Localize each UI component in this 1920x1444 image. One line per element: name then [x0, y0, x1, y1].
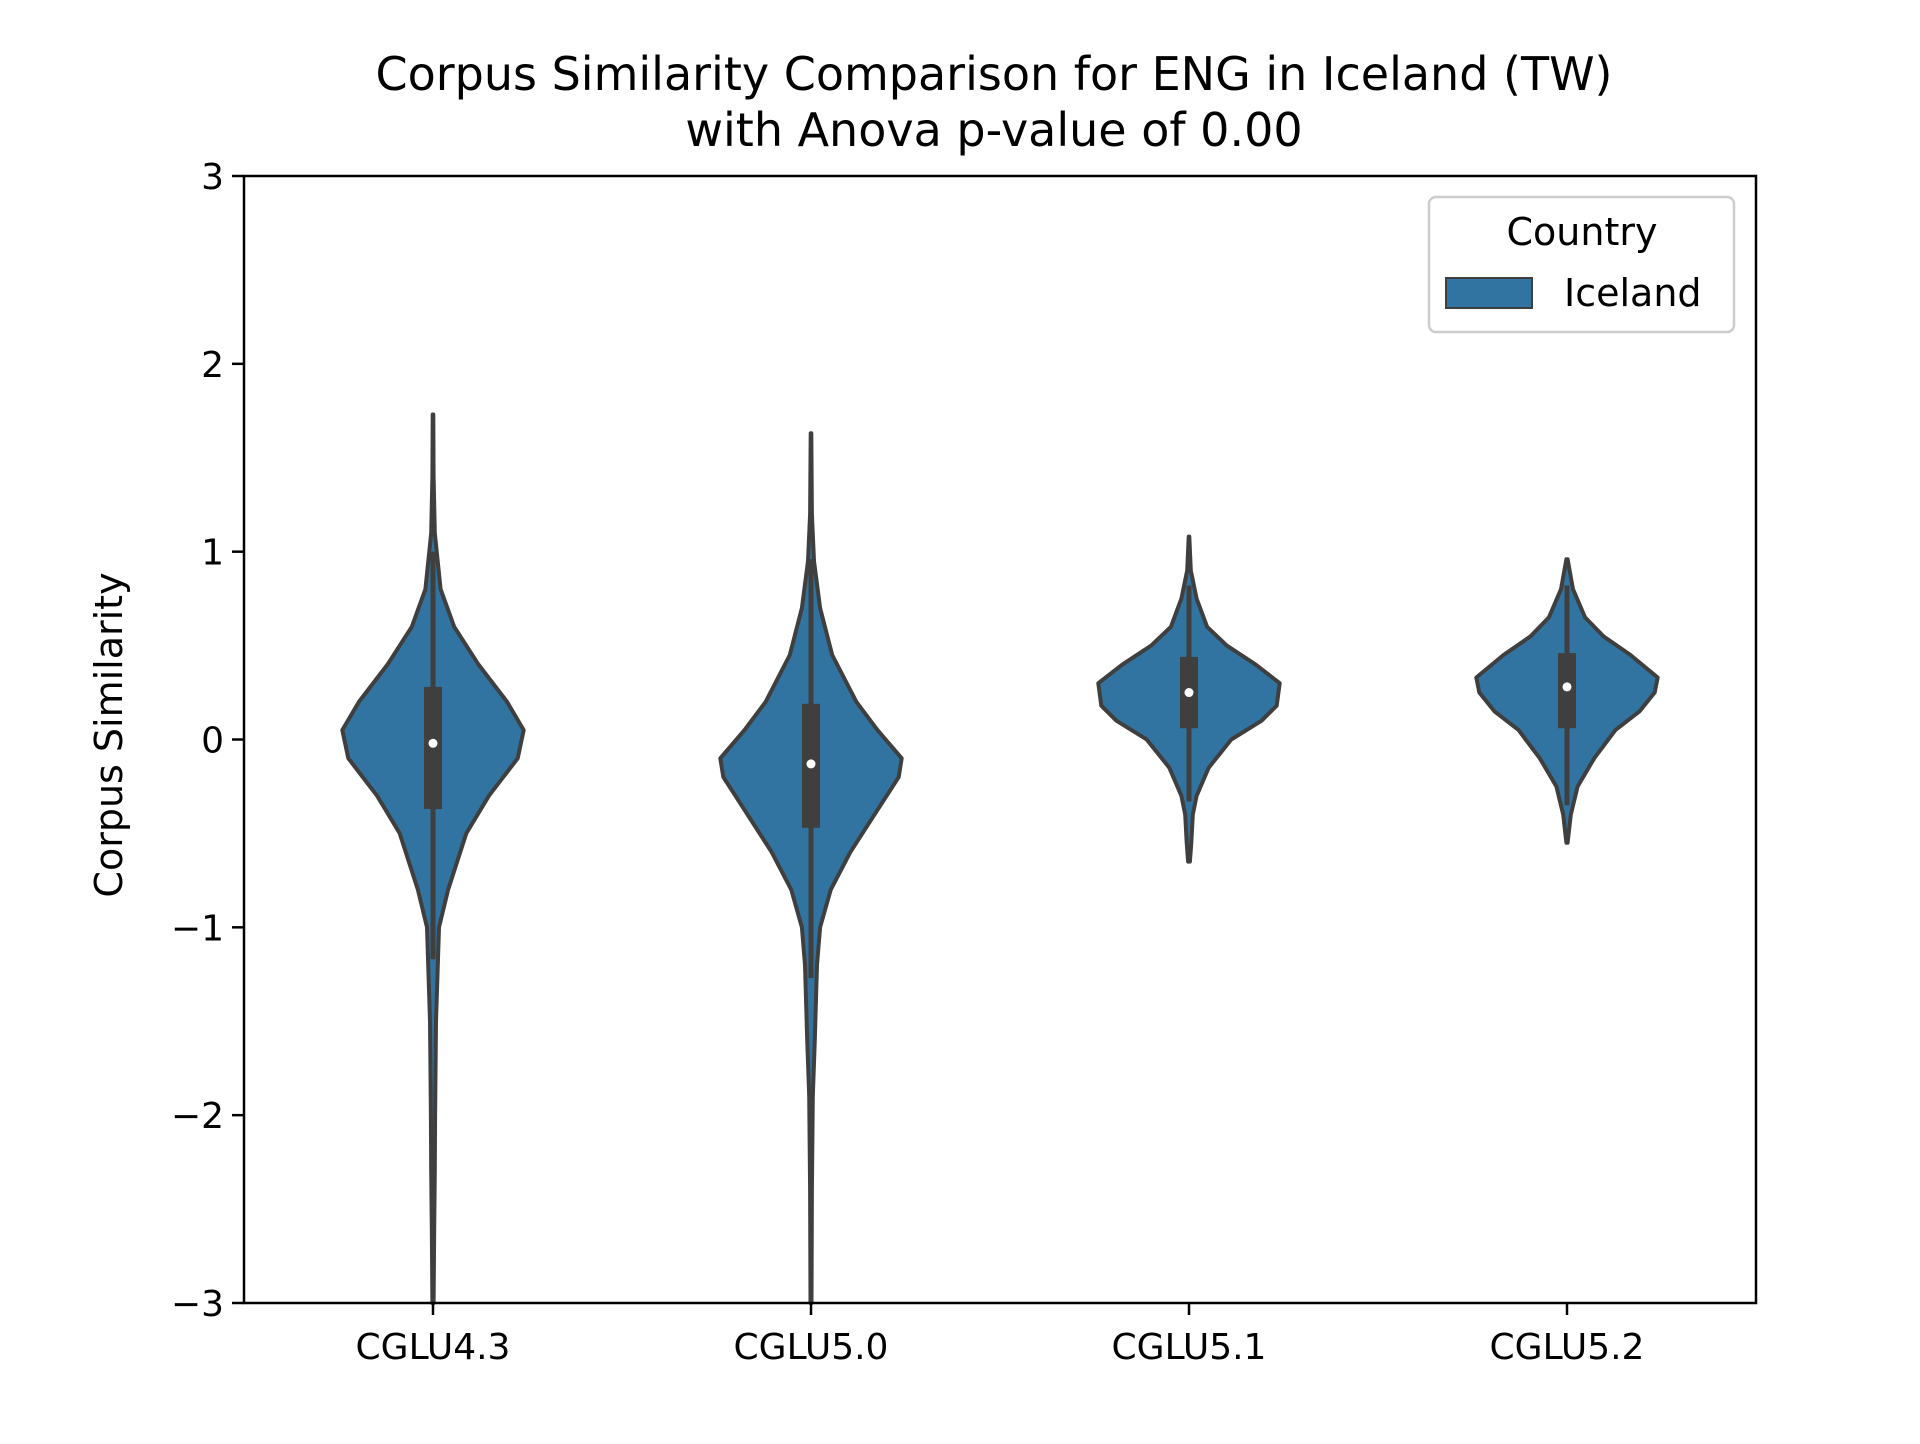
- y-tick-label: −3: [171, 1284, 224, 1325]
- chart-title-line1: Corpus Similarity Comparison for ENG in …: [375, 47, 1612, 101]
- plot-frame: [242, 174, 1758, 1305]
- x-tick-label: CGLU5.1: [1112, 1327, 1267, 1368]
- legend-swatch-iceland: [1445, 277, 1533, 309]
- x-tick-label: CGLU5.0: [734, 1327, 889, 1368]
- chart-title-line2: with Anova p-value of 0.00: [685, 103, 1302, 157]
- legend: Country Iceland: [1427, 195, 1736, 334]
- violin-median-cglu5-2: [1562, 682, 1572, 692]
- y-axis-label: Corpus Similarity: [87, 572, 131, 897]
- violin-median-cglu4-3: [428, 738, 438, 748]
- x-tick-label: CGLU5.2: [1490, 1327, 1645, 1368]
- violin-iqr-box-cglu4-3: [424, 686, 442, 809]
- y-tick-label: 1: [201, 533, 224, 574]
- y-tick-label: −1: [171, 908, 224, 949]
- violin-median-cglu5-1: [1184, 688, 1194, 698]
- violin-median-cglu5-0: [806, 759, 816, 769]
- y-tick-label: −2: [171, 1096, 224, 1137]
- y-tick-label: 0: [201, 721, 224, 762]
- legend-title: Country: [1507, 210, 1658, 254]
- x-tick-label: CGLU4.3: [356, 1327, 511, 1368]
- y-tick-label: 2: [201, 345, 224, 386]
- legend-label-iceland: Iceland: [1564, 271, 1702, 315]
- y-tick-label: 3: [201, 157, 224, 198]
- ticks-layer: −3 −2 −1 0 1 2 3 CGLU4.3 CGLU5.0 CGLU5.1 CGLU5.2: [171, 157, 1645, 1368]
- violins-layer: [340, 412, 1660, 1305]
